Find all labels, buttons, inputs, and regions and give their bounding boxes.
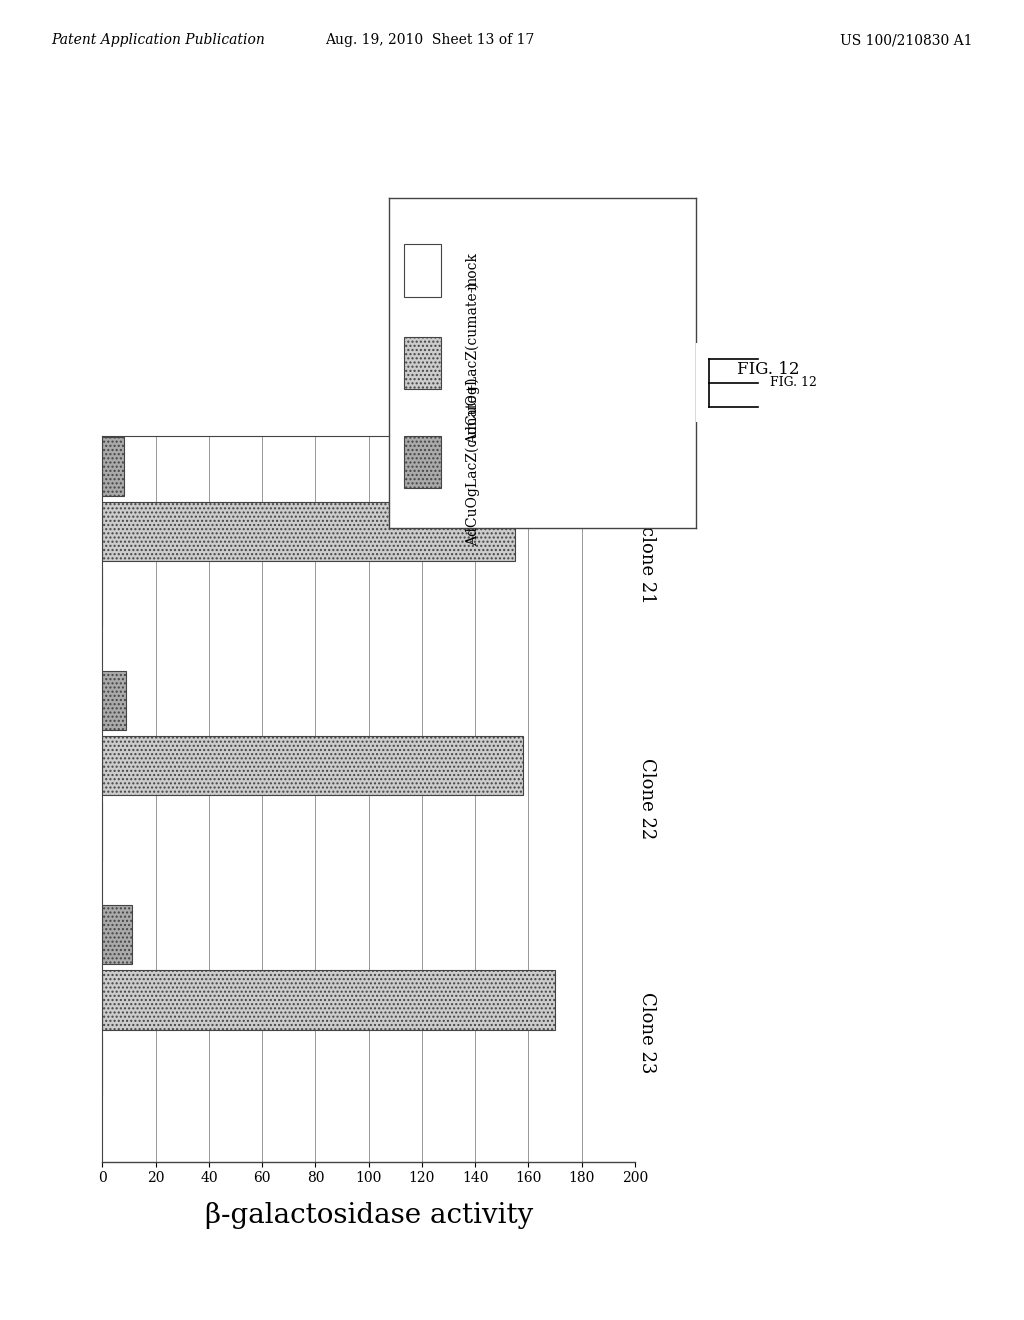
Bar <box>102 737 523 796</box>
Text: AdCuOgLacZ(cumate-): AdCuOgLacZ(cumate-) <box>466 282 480 444</box>
Bar <box>102 437 124 495</box>
Bar <box>404 244 441 297</box>
Bar <box>102 502 515 561</box>
Text: FIG. 12: FIG. 12 <box>770 376 817 389</box>
Text: Aug. 19, 2010  Sheet 13 of 17: Aug. 19, 2010 Sheet 13 of 17 <box>326 33 535 48</box>
X-axis label: β-galactosidase activity: β-galactosidase activity <box>205 1203 532 1229</box>
Text: mock: mock <box>466 252 480 289</box>
Bar <box>404 436 441 488</box>
Text: FIG. 12: FIG. 12 <box>737 362 800 378</box>
Text: AdCuOgLacZ(cumate+): AdCuOgLacZ(cumate+) <box>466 378 480 546</box>
Bar <box>102 906 132 964</box>
Text: US 100/210830 A1: US 100/210830 A1 <box>841 33 973 48</box>
Text: Patent Application Publication: Patent Application Publication <box>51 33 265 48</box>
Bar <box>102 970 555 1030</box>
Bar <box>102 671 126 730</box>
Bar <box>404 337 441 389</box>
